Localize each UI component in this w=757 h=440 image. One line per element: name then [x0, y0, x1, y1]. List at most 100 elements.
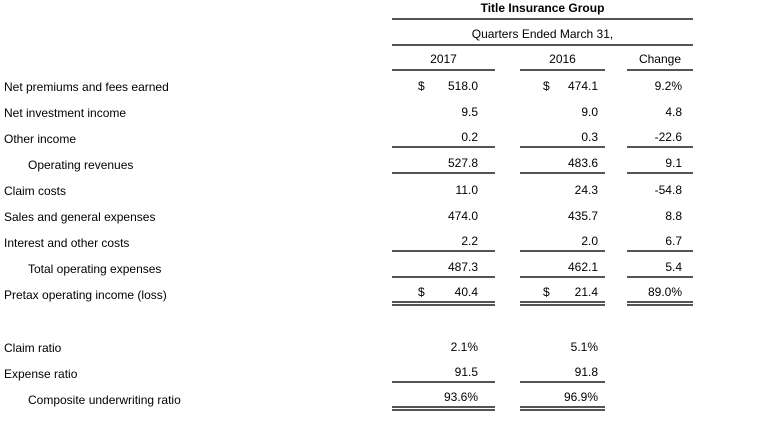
amount-2016: 462.1	[567, 260, 598, 274]
table-row: Claim costs 11.0 24.3 -54.8	[0, 178, 757, 204]
table-row: Interest and other costs 2.2 2.0 6.7	[0, 230, 757, 256]
cell-2017: 11.0	[392, 178, 495, 204]
cell-change: 5.4	[627, 256, 693, 282]
cell-change	[627, 387, 693, 413]
amount-2016: 2.0	[581, 234, 598, 248]
amount-change: 5.4	[665, 260, 682, 274]
cell-2016: 2.0	[520, 230, 605, 256]
amount-2017: 474.0	[447, 209, 478, 223]
row-label: Sales and general expenses	[4, 210, 156, 224]
dollar-sign: $	[543, 79, 550, 93]
amount-change: 4.8	[665, 105, 682, 119]
column-header-2017: 2017	[392, 48, 495, 74]
amount-2016: 24.3	[574, 183, 598, 197]
cell-change: 89.0%	[627, 282, 693, 308]
amount-2016: 435.7	[567, 209, 598, 223]
cell-2016: $ 21.4	[520, 282, 605, 308]
amount-2017: 9.5	[461, 105, 478, 119]
table-row: Total operating expenses 487.3 462.1 5.4	[0, 256, 757, 282]
amount-change: 9.1	[665, 156, 682, 170]
amount-2017: 518.0	[447, 79, 478, 93]
cell-change: -22.6	[627, 126, 693, 152]
amount-2016: 5.1%	[570, 340, 598, 354]
cell-2017: $ 40.4	[392, 282, 495, 308]
row-label: Operating revenues	[28, 158, 134, 172]
cell-2016: 435.7	[520, 204, 605, 230]
amount-2017: 91.5	[454, 365, 478, 379]
row-label: Interest and other costs	[4, 236, 130, 250]
cell-change: 6.7	[627, 230, 693, 256]
cell-2017: 527.8	[392, 152, 495, 178]
amount-2016: 483.6	[567, 156, 598, 170]
column-header-2016: 2016	[520, 48, 605, 74]
cell-2016: 462.1	[520, 256, 605, 282]
table-row: Expense ratio 91.5 91.8	[0, 361, 757, 387]
amount-2016: 91.8	[574, 365, 598, 379]
income-section: Net premiums and fees earned $ 518.0 $ 4…	[0, 74, 757, 308]
amount-change: 6.7	[665, 234, 682, 248]
section-gap	[0, 308, 757, 335]
cell-change: 8.8	[627, 204, 693, 230]
row-label: Claim costs	[4, 184, 67, 198]
table-row: Other income 0.2 0.3 -22.6	[0, 126, 757, 152]
cell-2016: 483.6	[520, 152, 605, 178]
amount-2016: 9.0	[581, 105, 598, 119]
period-label: Quarters Ended March 31,	[392, 27, 693, 46]
table-header-columns: 2017 2016 Change	[0, 48, 757, 74]
amount-2017: 2.1%	[450, 340, 478, 354]
dollar-sign: $	[543, 284, 550, 299]
cell-change	[627, 361, 693, 387]
cell-change	[627, 335, 693, 361]
row-label: Expense ratio	[4, 367, 78, 381]
amount-change: -54.8	[654, 183, 682, 197]
row-label: Other income	[4, 132, 77, 146]
cell-2017: 0.2	[392, 126, 495, 152]
cell-2017: 93.6%	[392, 387, 495, 413]
cell-2016: 96.9%	[520, 387, 605, 413]
table-row: Net investment income 9.5 9.0 4.8	[0, 100, 757, 126]
amount-2016: 474.1	[567, 79, 598, 93]
row-label: Net premiums and fees earned	[4, 80, 169, 94]
amount-change: 8.8	[665, 209, 682, 223]
ratio-section: Claim ratio 2.1% 5.1% Expense ratio 91.5	[0, 335, 757, 413]
amount-2017: 2.2	[461, 234, 478, 248]
cell-change: 4.8	[627, 100, 693, 126]
cell-2017: 487.3	[392, 256, 495, 282]
amount-change: 89.0%	[647, 284, 682, 299]
amount-2017: 40.4	[454, 284, 478, 299]
cell-2017: 2.1%	[392, 335, 495, 361]
row-label: Claim ratio	[4, 341, 62, 355]
cell-change: 9.1	[627, 152, 693, 178]
column-header-change-label: Change	[627, 52, 693, 71]
cell-2017: 91.5	[392, 361, 495, 387]
cell-2016: $ 474.1	[520, 74, 605, 100]
amount-change: -22.6	[654, 130, 682, 144]
table-header-group: Title Insurance Group	[0, 0, 757, 22]
cell-2017: 9.5	[392, 100, 495, 126]
cell-2016: 91.8	[520, 361, 605, 387]
table-header-period: Quarters Ended March 31,	[0, 22, 757, 48]
amount-2017: 11.0	[455, 183, 478, 197]
cell-2016: 9.0	[520, 100, 605, 126]
column-header-2017-label: 2017	[392, 52, 495, 71]
column-header-2016-label: 2016	[520, 52, 605, 71]
table-row: Claim ratio 2.1% 5.1%	[0, 335, 757, 361]
amount-2017: 93.6%	[443, 389, 478, 404]
column-header-change: Change	[627, 48, 693, 74]
table-row: Composite underwriting ratio 93.6% 96.9%	[0, 387, 757, 413]
table-row: Sales and general expenses 474.0 435.7 8…	[0, 204, 757, 230]
amount-2017: 527.8	[447, 156, 478, 170]
row-label: Net investment income	[4, 106, 127, 120]
table-row: Pretax operating income (loss) $ 40.4 $ …	[0, 282, 757, 308]
table-row: Net premiums and fees earned $ 518.0 $ 4…	[0, 74, 757, 100]
cell-2017: 2.2	[392, 230, 495, 256]
cell-2017: 474.0	[392, 204, 495, 230]
row-label: Total operating expenses	[28, 262, 162, 276]
amount-2017: 487.3	[447, 260, 478, 274]
group-title: Title Insurance Group	[392, 1, 693, 20]
cell-2017: $ 518.0	[392, 74, 495, 100]
cell-change: -54.8	[627, 178, 693, 204]
amount-2016: 96.9%	[563, 389, 598, 404]
row-label: Composite underwriting ratio	[28, 393, 181, 407]
